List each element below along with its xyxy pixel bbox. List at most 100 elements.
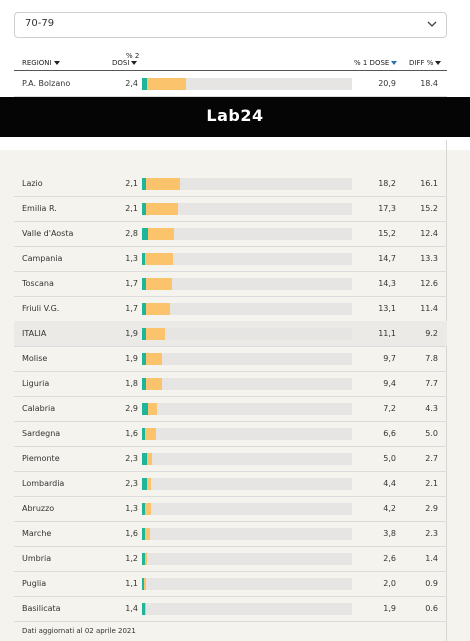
sort-diff[interactable]: DIFF % <box>409 59 442 67</box>
region: Sardegna <box>22 429 61 438</box>
footer: Dati aggiornati al 02 aprile 2021 <box>22 627 136 635</box>
dose1-value: 14,7 <box>378 254 396 263</box>
diff-value: 2.3 <box>425 529 438 538</box>
sort-region[interactable]: REGIONI <box>22 59 60 67</box>
region: Campania <box>22 254 63 263</box>
diff-bar <box>145 278 173 290</box>
dose1-value: 6,6 <box>383 429 396 438</box>
dose2-bar <box>142 428 146 440</box>
dose2-value: 1,6 <box>125 529 138 538</box>
dose2-value: 2,1 <box>125 204 138 213</box>
bar-track <box>142 253 352 265</box>
sort-dose2[interactable]: DOSI <box>112 59 138 67</box>
dose2-bar <box>142 78 148 90</box>
dropdown-value: 70-79 <box>25 18 55 29</box>
dose1-value: 11,1 <box>378 329 396 338</box>
dose2-value: 1,3 <box>125 504 138 513</box>
dose2-value: 1,2 <box>125 554 138 563</box>
table-row: Sardegna 1,6 6,6 5.0 <box>14 421 447 447</box>
diff-value: 2.7 <box>425 454 438 463</box>
diff-bar <box>145 528 151 540</box>
diff-bar <box>145 328 166 340</box>
table-row: P.A. Bolzano 2,4 20,9 18.4 <box>14 71 447 97</box>
region: Lazio <box>22 179 43 188</box>
table-row: Piemonte 2,3 5,0 2.7 <box>14 446 447 472</box>
dose2-bar <box>142 303 146 315</box>
bar-track <box>142 503 352 515</box>
table-row: Friuli V.G. 1,7 13,1 11.4 <box>14 296 447 322</box>
dose2-bar <box>142 503 145 515</box>
table-row: Calabria 2,9 7,2 4.3 <box>14 396 447 422</box>
bar-track <box>142 603 352 615</box>
dose2-value: 2,8 <box>125 229 138 238</box>
diff-value: 11.4 <box>420 304 438 313</box>
dose1-value: 15,2 <box>378 229 396 238</box>
diff-value: 18.4 <box>420 79 438 88</box>
dose1-value: 3,8 <box>383 529 396 538</box>
dose1-value: 13,1 <box>378 304 396 313</box>
diff-bar <box>144 603 147 615</box>
dose1-value: 2,6 <box>383 554 396 563</box>
region: Toscana <box>22 279 54 288</box>
bar-track <box>142 528 352 540</box>
dose2-value: 1,8 <box>125 379 138 388</box>
bar-track <box>142 328 352 340</box>
region: ITALIA <box>22 329 47 338</box>
region: Friuli V.G. <box>22 304 60 313</box>
bar-track <box>142 478 352 490</box>
table-row: Lombardia 2,3 4,4 2.1 <box>14 471 447 497</box>
dose1-value: 14,3 <box>378 279 396 288</box>
region: Molise <box>22 354 48 363</box>
dose2-bar <box>142 528 146 540</box>
bar-track <box>142 553 352 565</box>
table-row: Toscana 1,7 14,3 12.6 <box>14 271 447 297</box>
bar-track <box>142 278 352 290</box>
dose2-bar <box>142 553 145 565</box>
dose2-bar <box>142 378 146 390</box>
bar-track <box>142 353 352 365</box>
diff-bar <box>145 378 162 390</box>
bar-track <box>142 78 352 90</box>
sort-dose1[interactable]: % 1 DOSE <box>354 59 398 67</box>
diff-value: 1.4 <box>425 554 438 563</box>
dose2-value: 2,1 <box>125 179 138 188</box>
table-row: Puglia 1,1 2,0 0.9 <box>14 571 447 597</box>
table-row: Molise 1,9 9,7 7.8 <box>14 346 447 372</box>
dose2-bar <box>142 203 147 215</box>
diff-value: 5.0 <box>425 429 438 438</box>
dose1-value: 4,2 <box>383 504 396 513</box>
bar-track <box>142 178 352 190</box>
bar-track <box>142 303 352 315</box>
bar-track <box>142 203 352 215</box>
border <box>446 140 447 641</box>
dose2-bar <box>142 403 149 415</box>
region: Marche <box>22 529 52 538</box>
bar-track <box>142 228 352 240</box>
diff-bar <box>147 78 186 90</box>
region: Valle d'Aosta <box>22 229 74 238</box>
diff-bar <box>146 203 179 215</box>
header-label: % 1 DOSE <box>354 59 390 67</box>
dose2-bar <box>142 578 145 590</box>
banner-logo: Lab24 <box>206 106 264 125</box>
dose2-value: 1,1 <box>125 579 138 588</box>
diff-value: 0.6 <box>425 604 438 613</box>
diff-value: 2.9 <box>425 504 438 513</box>
region: Piemonte <box>22 454 60 463</box>
dose1-value: 2,0 <box>383 579 396 588</box>
table-row: Valle d'Aosta 2,8 15,2 12.4 <box>14 221 447 247</box>
bar-track <box>142 378 352 390</box>
diff-bar <box>145 353 163 365</box>
dose2-bar <box>142 453 147 465</box>
diff-bar <box>147 228 174 240</box>
dose2-value: 2,3 <box>125 479 138 488</box>
diff-value: 0.9 <box>425 579 438 588</box>
diff-bar <box>146 453 153 465</box>
region: Liguria <box>22 379 50 388</box>
diff-bar <box>148 403 158 415</box>
header-label: DOSI <box>112 59 130 67</box>
diff-bar <box>146 478 152 490</box>
dose2-bar <box>142 228 148 240</box>
age-dropdown[interactable]: 70-79 <box>14 12 447 38</box>
diff-bar <box>144 553 148 565</box>
